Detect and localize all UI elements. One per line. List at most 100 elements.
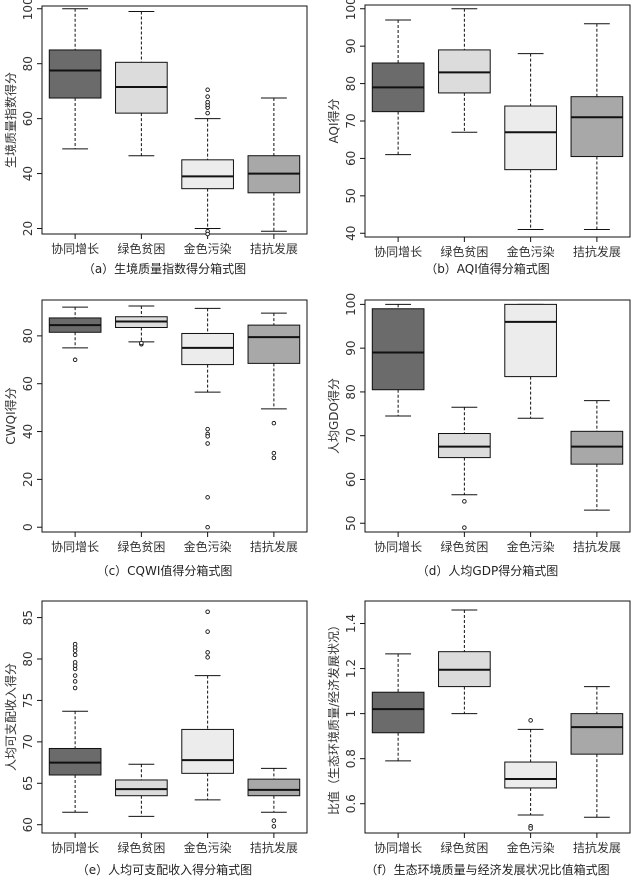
y-tick-label: 60 — [344, 151, 358, 166]
y-tick-label: 0.6 — [344, 794, 358, 813]
outlier-point — [462, 525, 467, 530]
x-tick-label: 金色污染 — [184, 241, 232, 256]
x-tick-label: 拮抗发展 — [573, 244, 621, 259]
panel-caption: （b）AQI值得分箱式图 — [425, 261, 550, 276]
box-拮抗发展 — [570, 686, 624, 818]
x-tick-label: 金色污染 — [184, 539, 232, 554]
plot-frame — [364, 299, 631, 533]
outlier-point — [72, 660, 78, 665]
y-axis-label: 人均可支配收入得分 — [3, 663, 18, 771]
x-tick-label: 绿色贫困 — [117, 241, 165, 256]
panel-caption: （d）人均GDP得分箱式图 — [417, 563, 558, 578]
plot-frame — [41, 600, 308, 834]
outlier-point — [72, 641, 78, 647]
y-tick-label: 100 — [344, 0, 358, 20]
box-绿色贫困 — [115, 10, 168, 157]
y-tick-label: 80 — [21, 56, 35, 71]
y-tick-label: 40 — [21, 166, 35, 181]
x-tick-label: 绿色贫困 — [440, 539, 488, 554]
y-axis-label: CWQI得分 — [3, 387, 18, 444]
panel-b: 40 50 60 70 80 90 100 协同增长 绿色贫困 金色污染 拮抗发展 AQI得分 （b）A… — [326, 0, 631, 276]
outlier-point — [72, 679, 78, 684]
box-绿色贫困 — [438, 8, 491, 133]
y-tick-label: 80 — [21, 328, 35, 343]
y-tick-label: 80 — [344, 76, 358, 91]
y-tick-label: 20 — [21, 221, 35, 236]
plot-frame — [41, 299, 308, 533]
outlier-point — [205, 524, 210, 530]
y-tick-label: 85 — [21, 610, 35, 625]
panel-a: 20 40 60 80 100 协同增长 绿色贫困 金色污染 拮抗发展 生境质量指数得分 （a）生境… — [3, 0, 308, 276]
x-tick-label: 绿色贫困 — [440, 840, 488, 855]
y-tick-label: 80 — [344, 384, 358, 399]
box-拮抗发展 — [247, 312, 301, 461]
y-tick-label: 60 — [21, 111, 35, 126]
outlier-point — [205, 426, 210, 432]
x-tick-label: 拮抗发展 — [250, 840, 298, 855]
outlier-point — [271, 455, 277, 461]
x-tick-label: 拮抗发展 — [250, 241, 298, 256]
outlier-point — [205, 231, 210, 237]
box-金色污染 — [181, 609, 234, 801]
box-金色污染 — [504, 718, 557, 831]
outlier-point — [528, 718, 533, 723]
y-tick-label: 1.4 — [344, 614, 358, 633]
y-axis-label: 人均GDO得分 — [326, 378, 341, 454]
box-拮抗发展 — [247, 97, 301, 232]
y-tick-label: 60 — [21, 817, 35, 832]
box-金色污染 — [504, 53, 557, 231]
panel-e: 60 65 70 75 80 85 协同增长 绿色贫困 金色污染 拮抗发展 人均可支配收入得分 （e）… — [3, 600, 308, 877]
y-tick-label: 1 — [344, 710, 358, 718]
outlier-point — [72, 652, 78, 658]
outlier-point — [205, 441, 210, 446]
iqr-box — [247, 324, 301, 364]
panel-caption: （f）生态环境质量与经济发展状况比值箱式图 — [365, 862, 609, 877]
box-拮抗发展 — [570, 23, 624, 231]
outlier-point — [205, 650, 210, 655]
box-绿色贫困 — [115, 305, 168, 347]
x-tick-label: 协同增长 — [51, 840, 99, 855]
outlier-point — [72, 673, 78, 678]
box-绿色贫困 — [438, 609, 491, 715]
y-tick-label: 60 — [21, 376, 35, 391]
x-tick-label: 协同增长 — [374, 244, 422, 259]
y-tick-label: 40 — [21, 424, 35, 439]
outlier-point — [271, 450, 277, 456]
y-axis-label: 生境质量指数得分 — [3, 72, 18, 168]
y-tick-label: 65 — [21, 776, 35, 791]
x-tick-label: 绿色贫困 — [117, 539, 165, 554]
panel-d: 50 60 70 80 90 100 协同增长 绿色贫困 金色污染 拮抗发展 人均GDO得分 （d）人… — [326, 293, 631, 578]
outlier-point — [205, 99, 210, 105]
y-tick-label: 0.8 — [344, 749, 358, 768]
plot-frame — [41, 5, 308, 235]
y-axis-label: 比值（生态环境质量/经济发展状况） — [326, 619, 341, 815]
panel-f: 0.6 0.8 1 1.2 1.4 协同增长 绿色贫困 金色污染 拮抗发展 比值（生态环境质量/经… — [326, 600, 631, 877]
box-协同增长 — [371, 653, 425, 762]
outlier-point — [271, 420, 277, 426]
box-协同增长 — [48, 641, 102, 813]
box-协同增长 — [48, 8, 102, 150]
iqr-box — [504, 303, 557, 378]
plot-frame — [364, 600, 631, 834]
y-tick-label: 1.2 — [344, 659, 358, 678]
outlier-point — [462, 499, 467, 504]
y-tick-label: 70 — [21, 734, 35, 749]
box-协同增长 — [48, 306, 102, 363]
box-拮抗发展 — [247, 767, 301, 829]
iqr-box — [570, 430, 624, 465]
iqr-box — [181, 728, 234, 774]
x-tick-label: 金色污染 — [507, 539, 555, 554]
x-tick-label: 协同增长 — [374, 539, 422, 554]
y-tick-label: 20 — [21, 472, 35, 487]
iqr-box — [181, 332, 234, 366]
iqr-box — [504, 105, 557, 171]
iqr-box — [48, 49, 102, 99]
y-tick-label: 75 — [21, 693, 35, 708]
x-tick-label: 金色污染 — [184, 840, 232, 855]
outlier-point — [205, 434, 210, 439]
box-金色污染 — [181, 87, 234, 237]
y-tick-label: 40 — [344, 226, 358, 241]
iqr-box — [115, 779, 168, 797]
x-tick-label: 协同增长 — [51, 241, 99, 256]
